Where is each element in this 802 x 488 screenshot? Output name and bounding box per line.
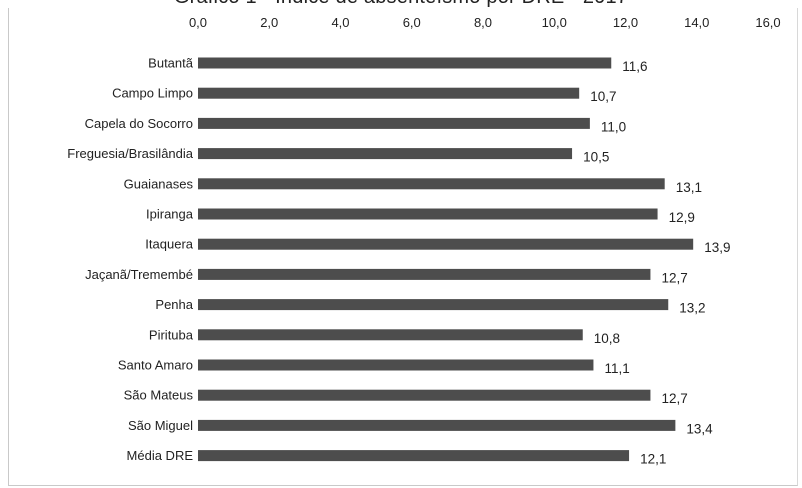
bar — [198, 148, 573, 160]
bar — [198, 57, 612, 69]
x-tick-label: 6,0 — [403, 15, 421, 30]
category-label: São Miguel — [128, 418, 193, 433]
value-label: 10,5 — [583, 150, 609, 165]
value-label: 11,0 — [601, 119, 626, 134]
value-label: 10,7 — [590, 89, 616, 104]
x-tick-label: 14,0 — [684, 15, 709, 30]
value-label: 11,1 — [604, 361, 629, 376]
bar — [198, 389, 651, 401]
value-label: 12,7 — [661, 391, 687, 406]
value-label: 13,2 — [679, 301, 705, 316]
bar — [198, 178, 665, 190]
category-label: São Mateus — [124, 388, 194, 403]
x-tick-label: 8,0 — [474, 15, 492, 30]
value-label: 12,9 — [669, 210, 695, 225]
category-label: Pirituba — [149, 327, 194, 342]
bar — [198, 419, 676, 431]
x-tick-label: 16,0 — [755, 15, 780, 30]
category-label: Campo Limpo — [112, 86, 193, 101]
x-tick-label: 12,0 — [613, 15, 638, 30]
category-label: Ipiranga — [146, 207, 194, 222]
category-label: Santo Amaro — [118, 358, 193, 373]
value-label: 11,6 — [622, 59, 647, 74]
category-label: Capela do Socorro — [85, 116, 193, 131]
value-label: 10,8 — [594, 331, 620, 346]
bar — [198, 359, 594, 371]
chart-title: Gráfico 1 - Índice de absenteísmo por DR… — [0, 0, 802, 9]
category-label: Freguesia/Brasilândia — [67, 146, 194, 161]
value-label: 12,7 — [661, 270, 687, 285]
value-label: 13,4 — [686, 421, 713, 436]
category-label: Média DRE — [127, 448, 194, 463]
bar — [198, 117, 590, 129]
bar — [198, 87, 580, 99]
x-tick-label: 4,0 — [331, 15, 349, 30]
category-label: Guaianases — [124, 176, 194, 191]
value-label: 13,1 — [676, 180, 702, 195]
category-label: Penha — [155, 297, 193, 312]
bar — [198, 299, 669, 311]
x-tick-label: 0,0 — [189, 15, 207, 30]
chart-frame — [8, 8, 798, 486]
bar — [198, 208, 658, 220]
bar — [198, 268, 651, 280]
bar — [198, 329, 583, 341]
value-label: 13,9 — [704, 240, 730, 255]
x-tick-label: 10,0 — [542, 15, 567, 30]
category-label: Jaçanã/Tremembé — [85, 267, 193, 282]
category-label: Itaquera — [145, 237, 193, 252]
x-tick-label: 2,0 — [260, 15, 278, 30]
value-label: 12,1 — [640, 452, 666, 467]
bar — [198, 238, 694, 250]
category-label: Butantã — [148, 56, 194, 71]
bar — [198, 450, 630, 462]
